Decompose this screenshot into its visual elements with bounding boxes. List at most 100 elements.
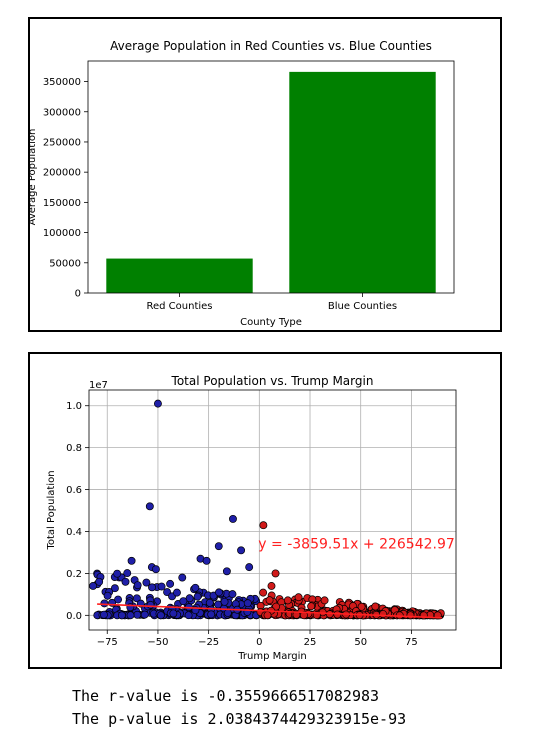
y-tick-label: 100000 (43, 228, 81, 239)
blue-county-point (110, 584, 119, 593)
blue-county-point (153, 399, 162, 408)
blue-county-point (140, 610, 149, 619)
blue-county-point (193, 592, 202, 601)
y-tick-label: 0 (75, 289, 81, 300)
p-value-output: The p-value is 2.0384374429323915e-93 (72, 710, 407, 728)
blue-county-point (146, 600, 155, 609)
blue-county-point (220, 597, 229, 606)
x-tick-label: −25 (198, 637, 219, 648)
blue-county-point (99, 610, 108, 619)
blue-county-point (121, 577, 130, 586)
bar-2 (289, 71, 436, 293)
x-tick-label: Blue Counties (328, 301, 397, 312)
y-tick-label: 0.8 (66, 443, 82, 454)
y-axis-label: Total Population (46, 470, 57, 550)
blue-county-point (151, 565, 160, 574)
y-axis-label: Average Population (30, 129, 38, 226)
x-tick-label: Red Counties (146, 301, 212, 312)
x-tick-label: −75 (97, 637, 118, 648)
x-axis-label: County Type (240, 317, 302, 328)
blue-county-point (145, 502, 154, 511)
blue-county-point (95, 577, 104, 586)
scatter-chart: Total Population vs. Trump Margin 1e7 −75 −… (46, 374, 457, 662)
blue-county-point (133, 581, 142, 590)
blue-county-point (166, 579, 175, 588)
y-tick-label: 200000 (43, 168, 81, 179)
y-tick-label: 0.2 (66, 569, 82, 580)
blue-county-point (237, 546, 246, 555)
blue-county-point (127, 556, 136, 565)
x-tick-label: 50 (354, 637, 367, 648)
blue-county-point (117, 611, 126, 620)
red-county-point (320, 596, 329, 605)
blue-county-point (205, 598, 214, 607)
red-county-point (267, 582, 276, 590)
bar-chart: Average Population in Red Counties vs. B… (27, 39, 455, 328)
red-county-point (263, 611, 272, 620)
red-county-point (283, 596, 292, 605)
blue-county-point (126, 611, 135, 620)
y-tick-label: 50000 (49, 258, 81, 269)
bar-chart-title: Average Population in Red Counties vs. B… (110, 39, 432, 53)
blue-county-point (113, 569, 122, 578)
red-county-point (272, 602, 281, 611)
blue-county-point (222, 567, 231, 576)
y-tick-label: 1.0 (66, 401, 82, 412)
red-county-point (265, 596, 274, 605)
blue-county-point (185, 594, 194, 603)
y-tick-label: 150000 (43, 198, 81, 209)
bar-chart-panel: Average Population in Red Counties vs. B… (27, 17, 502, 332)
blue-county-point (223, 609, 232, 617)
blue-county-point (133, 610, 142, 619)
blue-county-point (148, 583, 156, 592)
red-county-point (357, 602, 366, 611)
x-tick-label: 0 (256, 637, 262, 648)
red-county-point (307, 602, 316, 611)
blue-county-point (123, 569, 132, 578)
plot-frame (87, 60, 455, 294)
red-county-point (259, 521, 268, 530)
blue-county-point (214, 542, 223, 551)
x-tick-label: 25 (304, 637, 317, 648)
x-tick-label: −50 (147, 637, 168, 648)
red-county-point (379, 610, 388, 618)
y-tick-label: 300000 (43, 107, 81, 118)
red-county-point (259, 588, 268, 597)
r-value-output: The r-value is -0.3559666517082983 (72, 687, 380, 705)
blue-county-point (103, 591, 112, 600)
blue-county-point (214, 600, 223, 609)
y-tick-label: 350000 (43, 77, 81, 88)
blue-county-point (179, 597, 188, 606)
offset-label: 1e7 (89, 380, 108, 391)
x-tick-label: 75 (405, 637, 418, 648)
blue-county-point (184, 611, 193, 620)
blue-county-point (157, 582, 166, 591)
blue-county-point (207, 610, 216, 619)
x-axis-label: Trump Margin (237, 651, 307, 662)
blue-county-point (191, 583, 200, 592)
regression-line (97, 603, 442, 619)
blue-county-point (100, 599, 109, 608)
blue-county-point (243, 599, 252, 608)
blue-county-point (169, 609, 178, 618)
red-county-point (271, 569, 280, 578)
blue-county-point (202, 556, 211, 565)
blue-county-point (156, 611, 165, 620)
red-county-point (371, 602, 380, 611)
blue-county-point (142, 578, 151, 587)
scatter-chart-panel: Total Population vs. Trump Margin 1e7 −75 −… (28, 352, 502, 669)
blue-county-point (215, 588, 223, 597)
y-tick-label: 0.4 (66, 527, 82, 538)
plot-frame (88, 389, 457, 631)
scatter-chart-title: Total Population vs. Trump Margin (171, 374, 374, 388)
blue-county-point (89, 582, 98, 590)
y-tick-label: 250000 (43, 137, 81, 148)
bar-1 (106, 258, 253, 293)
blue-county-point (163, 588, 172, 597)
blue-county-point (229, 514, 237, 523)
y-tick-label: 0.0 (66, 611, 82, 622)
red-county-point (294, 593, 303, 602)
blue-county-point (178, 573, 187, 582)
blue-county-point (228, 590, 237, 599)
y-tick-label: 0.6 (66, 485, 82, 496)
